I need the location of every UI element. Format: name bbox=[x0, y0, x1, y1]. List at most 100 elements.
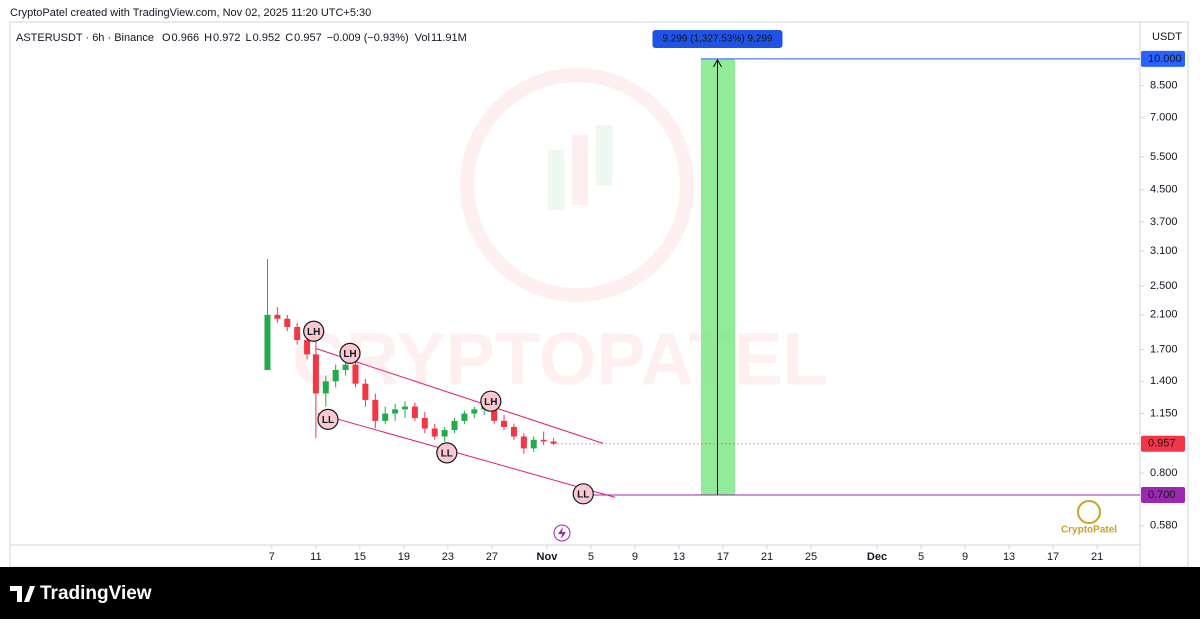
x-tick-label: 5 bbox=[588, 551, 594, 563]
y-tick-label: 5.500 bbox=[1150, 151, 1178, 163]
candle-body bbox=[294, 326, 301, 341]
candle-body bbox=[431, 428, 438, 437]
candle-body bbox=[304, 340, 311, 355]
pivot-label: LH bbox=[484, 397, 497, 408]
y-tick-label: 8.500 bbox=[1150, 79, 1178, 91]
candle-body bbox=[342, 364, 349, 370]
price-badge-support bbox=[1141, 486, 1185, 503]
candle-body bbox=[264, 314, 271, 370]
pivot-label: LL bbox=[441, 448, 453, 459]
pivot-marker bbox=[436, 442, 458, 464]
header: CryptoPatel created with TradingView.com… bbox=[10, 7, 371, 19]
candle-body bbox=[461, 413, 468, 421]
channel-line bbox=[315, 348, 604, 444]
panel bbox=[9, 21, 1189, 568]
candle-body bbox=[540, 439, 547, 442]
candle-body bbox=[284, 318, 291, 327]
candle-body bbox=[352, 364, 359, 384]
x-tick-label: 9 bbox=[962, 551, 968, 563]
x-tick-label: 7 bbox=[269, 551, 275, 563]
x-tick-label: 19 bbox=[398, 551, 410, 563]
pivot-marker bbox=[480, 390, 502, 412]
candle-body bbox=[372, 399, 379, 421]
candle-body bbox=[382, 413, 389, 421]
candle-body bbox=[362, 383, 369, 400]
candle-body bbox=[402, 406, 409, 410]
x-tick-label: 13 bbox=[673, 551, 685, 563]
x-tick-label: 17 bbox=[1047, 551, 1059, 563]
legend-item: 0.966 bbox=[172, 32, 200, 44]
x-tick-label: 25 bbox=[805, 551, 817, 563]
candle-body bbox=[332, 369, 339, 382]
candle-body bbox=[274, 314, 281, 319]
footer-logo bbox=[10, 586, 35, 602]
candle-body bbox=[471, 409, 478, 414]
legend-item: 0.957 bbox=[294, 32, 322, 44]
event-bolt bbox=[558, 527, 566, 539]
footer-brand: TradingView bbox=[40, 583, 152, 604]
y-tick-label: 1.400 bbox=[1150, 375, 1178, 387]
x-tick-label: 13 bbox=[1003, 551, 1015, 563]
legend-item: ASTERUSDT · 6h · Binance bbox=[16, 32, 154, 44]
candle-body bbox=[510, 426, 517, 437]
projection-label: 9.299 (1,327.53%) 9,299 bbox=[662, 34, 773, 45]
legend-item: C bbox=[285, 32, 293, 44]
pivot-label: LL bbox=[322, 415, 334, 426]
candle-body bbox=[312, 354, 319, 394]
y-tick-label: 2.100 bbox=[1150, 309, 1178, 321]
logo-icon bbox=[1077, 500, 1101, 524]
candle-body bbox=[441, 430, 448, 437]
y-tick-label: 4.500 bbox=[1150, 184, 1178, 196]
legend-item: 0.972 bbox=[213, 32, 241, 44]
candle-body bbox=[411, 406, 418, 418]
pivot-label: LH bbox=[343, 349, 356, 360]
y-tick-label: 2.500 bbox=[1150, 280, 1178, 292]
projection-box bbox=[700, 58, 736, 495]
x-tick-label: 11 bbox=[310, 551, 321, 563]
legend-item: Vol bbox=[415, 32, 430, 44]
legend-item: H bbox=[204, 32, 212, 44]
pivot-marker bbox=[572, 483, 594, 505]
legend-item: L bbox=[246, 32, 252, 44]
y-tick-label: 1.150 bbox=[1150, 407, 1178, 419]
last-price-text: 0.957 bbox=[1148, 438, 1176, 450]
watermark: CRYPTOPATEL bbox=[292, 318, 828, 401]
y-tick-label: 0.580 bbox=[1150, 520, 1178, 532]
x-tick-label: 15 bbox=[354, 551, 366, 563]
legend-bg bbox=[12, 24, 194, 42]
last-price-badge bbox=[1141, 435, 1185, 452]
x-tick-label: 21 bbox=[1091, 551, 1103, 563]
price-badge-target-text: 10.000 bbox=[1148, 53, 1182, 65]
pivot-label: LL bbox=[577, 489, 589, 500]
pivot-label: LH bbox=[307, 327, 320, 338]
x-tick-label: 21 bbox=[761, 551, 773, 563]
legend-item: 11.91M bbox=[431, 32, 467, 44]
pivot-marker bbox=[339, 342, 361, 364]
candle-body bbox=[530, 439, 537, 449]
y-tick-label: 0.800 bbox=[1150, 467, 1178, 479]
legend-item: −0.009 (−0.93%) bbox=[327, 32, 409, 44]
y-tick-label: 1.700 bbox=[1150, 343, 1178, 355]
x-tick-label: Dec bbox=[867, 551, 887, 563]
x-tick-label: 5 bbox=[918, 551, 924, 563]
projection-label-bg bbox=[652, 30, 783, 48]
x-tick-label: Nov bbox=[537, 551, 559, 563]
candle-body bbox=[501, 420, 508, 427]
candle-body bbox=[421, 417, 428, 429]
price-badge-support-text: 0.700 bbox=[1148, 489, 1176, 501]
candle-body bbox=[520, 436, 527, 449]
y-tick-label: 7.000 bbox=[1150, 111, 1178, 123]
x-tick-label: 27 bbox=[486, 551, 498, 563]
x-tick-label: 9 bbox=[632, 551, 638, 563]
footer-bar bbox=[0, 567, 1200, 619]
candle-body bbox=[550, 441, 557, 444]
y-tick-label: 3.100 bbox=[1150, 245, 1178, 257]
pivot-marker bbox=[303, 320, 325, 342]
projection-arrowhead bbox=[713, 58, 722, 68]
legend: ASTERUSDT · 6h · Binance O 0.966 H 0.972 L 0.9… bbox=[16, 32, 467, 44]
candle-body bbox=[491, 406, 498, 421]
legend-item: O bbox=[162, 32, 171, 44]
candle-body bbox=[392, 409, 399, 414]
